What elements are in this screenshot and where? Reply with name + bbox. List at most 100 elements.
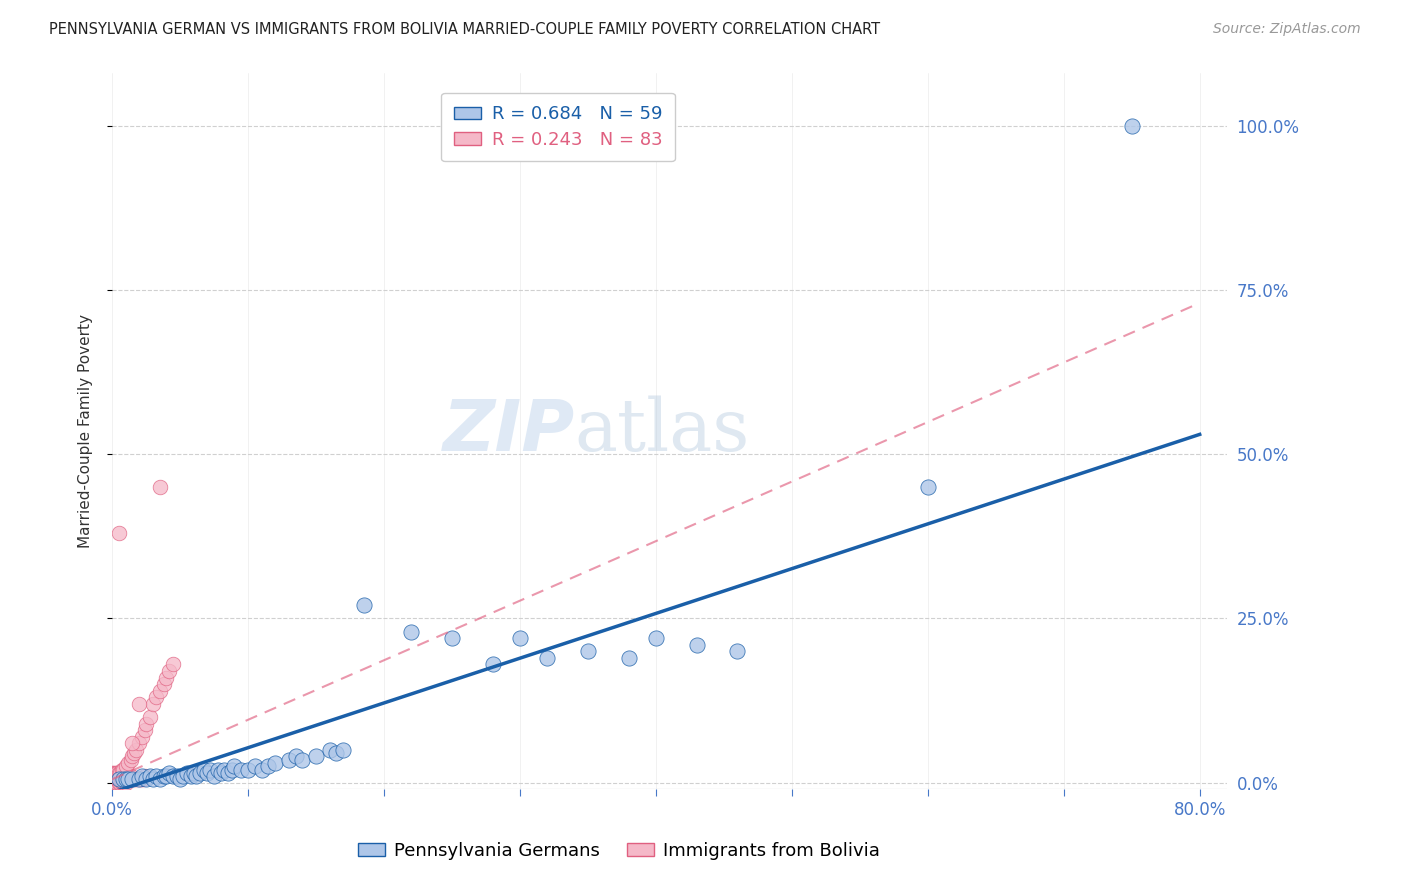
Point [509, 631, 531, 645]
Point [353, 599, 375, 613]
Point [112, 772, 135, 787]
Point [149, 772, 172, 787]
Point [108, 772, 131, 787]
Point [101, 765, 124, 780]
Point [157, 664, 180, 678]
Point [152, 769, 174, 783]
Point [131, 730, 153, 744]
Point [131, 772, 153, 787]
Point [120, 772, 142, 787]
Point [128, 697, 150, 711]
Point [110, 772, 132, 787]
Point [332, 743, 354, 757]
Point [157, 765, 180, 780]
Point [243, 759, 266, 773]
Point [195, 765, 218, 780]
Point [110, 769, 132, 783]
Point [103, 772, 125, 787]
Point [128, 772, 150, 787]
Point [127, 772, 149, 787]
Point [122, 746, 145, 760]
Point [114, 772, 136, 787]
Text: PENNSYLVANIA GERMAN VS IMMIGRANTS FROM BOLIVIA MARRIED-COUPLE FAMILY POVERTY COR: PENNSYLVANIA GERMAN VS IMMIGRANTS FROM B… [49, 22, 880, 37]
Point [685, 638, 707, 652]
Point [120, 753, 142, 767]
Point [264, 756, 287, 770]
Point [114, 775, 136, 789]
Point [162, 769, 184, 783]
Point [145, 769, 167, 783]
Point [108, 769, 131, 783]
Point [162, 657, 184, 672]
Point [536, 650, 558, 665]
Point [212, 763, 235, 777]
Point [103, 775, 125, 789]
Point [105, 769, 128, 783]
Point [112, 775, 135, 789]
Point [121, 749, 143, 764]
Point [186, 769, 208, 783]
Point [132, 772, 155, 787]
Point [110, 775, 132, 789]
Point [117, 769, 139, 783]
Point [111, 769, 134, 783]
Point [122, 772, 145, 787]
Point [108, 765, 131, 780]
Text: atlas: atlas [575, 396, 749, 467]
Point [114, 769, 136, 783]
Point [111, 775, 134, 789]
Point [318, 743, 340, 757]
Point [183, 765, 205, 780]
Point [108, 775, 131, 789]
Point [236, 763, 259, 777]
Point [198, 763, 221, 777]
Point [277, 753, 299, 767]
Point [108, 772, 131, 787]
Point [108, 765, 131, 780]
Point [125, 772, 148, 787]
Point [108, 775, 131, 789]
Point [217, 765, 239, 780]
Point [399, 624, 422, 639]
Legend: R = 0.684   N = 59, R = 0.243   N = 83: R = 0.684 N = 59, R = 0.243 N = 83 [441, 93, 675, 161]
Point [325, 746, 347, 760]
Point [207, 763, 229, 777]
Text: ZIP: ZIP [443, 397, 575, 466]
Point [108, 525, 131, 540]
Point [101, 775, 124, 789]
Point [118, 769, 141, 783]
Point [135, 772, 157, 787]
Point [128, 736, 150, 750]
Point [134, 723, 156, 737]
Point [111, 772, 134, 787]
Point [125, 743, 148, 757]
Point [101, 769, 124, 783]
Point [117, 772, 139, 787]
Point [172, 769, 194, 783]
Point [155, 769, 177, 783]
Point [139, 710, 162, 724]
Point [190, 765, 212, 780]
Text: Source: ZipAtlas.com: Source: ZipAtlas.com [1213, 22, 1361, 37]
Point [576, 644, 599, 658]
Point [103, 765, 125, 780]
Point [231, 763, 253, 777]
Point [105, 772, 128, 787]
Point [142, 697, 165, 711]
Point [1121, 119, 1143, 133]
Point [111, 772, 134, 787]
Point [917, 480, 939, 494]
Point [134, 769, 156, 783]
Point [114, 772, 136, 787]
Point [117, 756, 139, 770]
Point [110, 763, 132, 777]
Point [617, 650, 640, 665]
Point [193, 763, 215, 777]
Point [145, 690, 167, 705]
Point [118, 772, 141, 787]
Point [180, 769, 202, 783]
Point [121, 772, 143, 787]
Point [104, 772, 127, 787]
Y-axis label: Married-Couple Family Poverty: Married-Couple Family Poverty [79, 314, 93, 548]
Point [221, 763, 243, 777]
